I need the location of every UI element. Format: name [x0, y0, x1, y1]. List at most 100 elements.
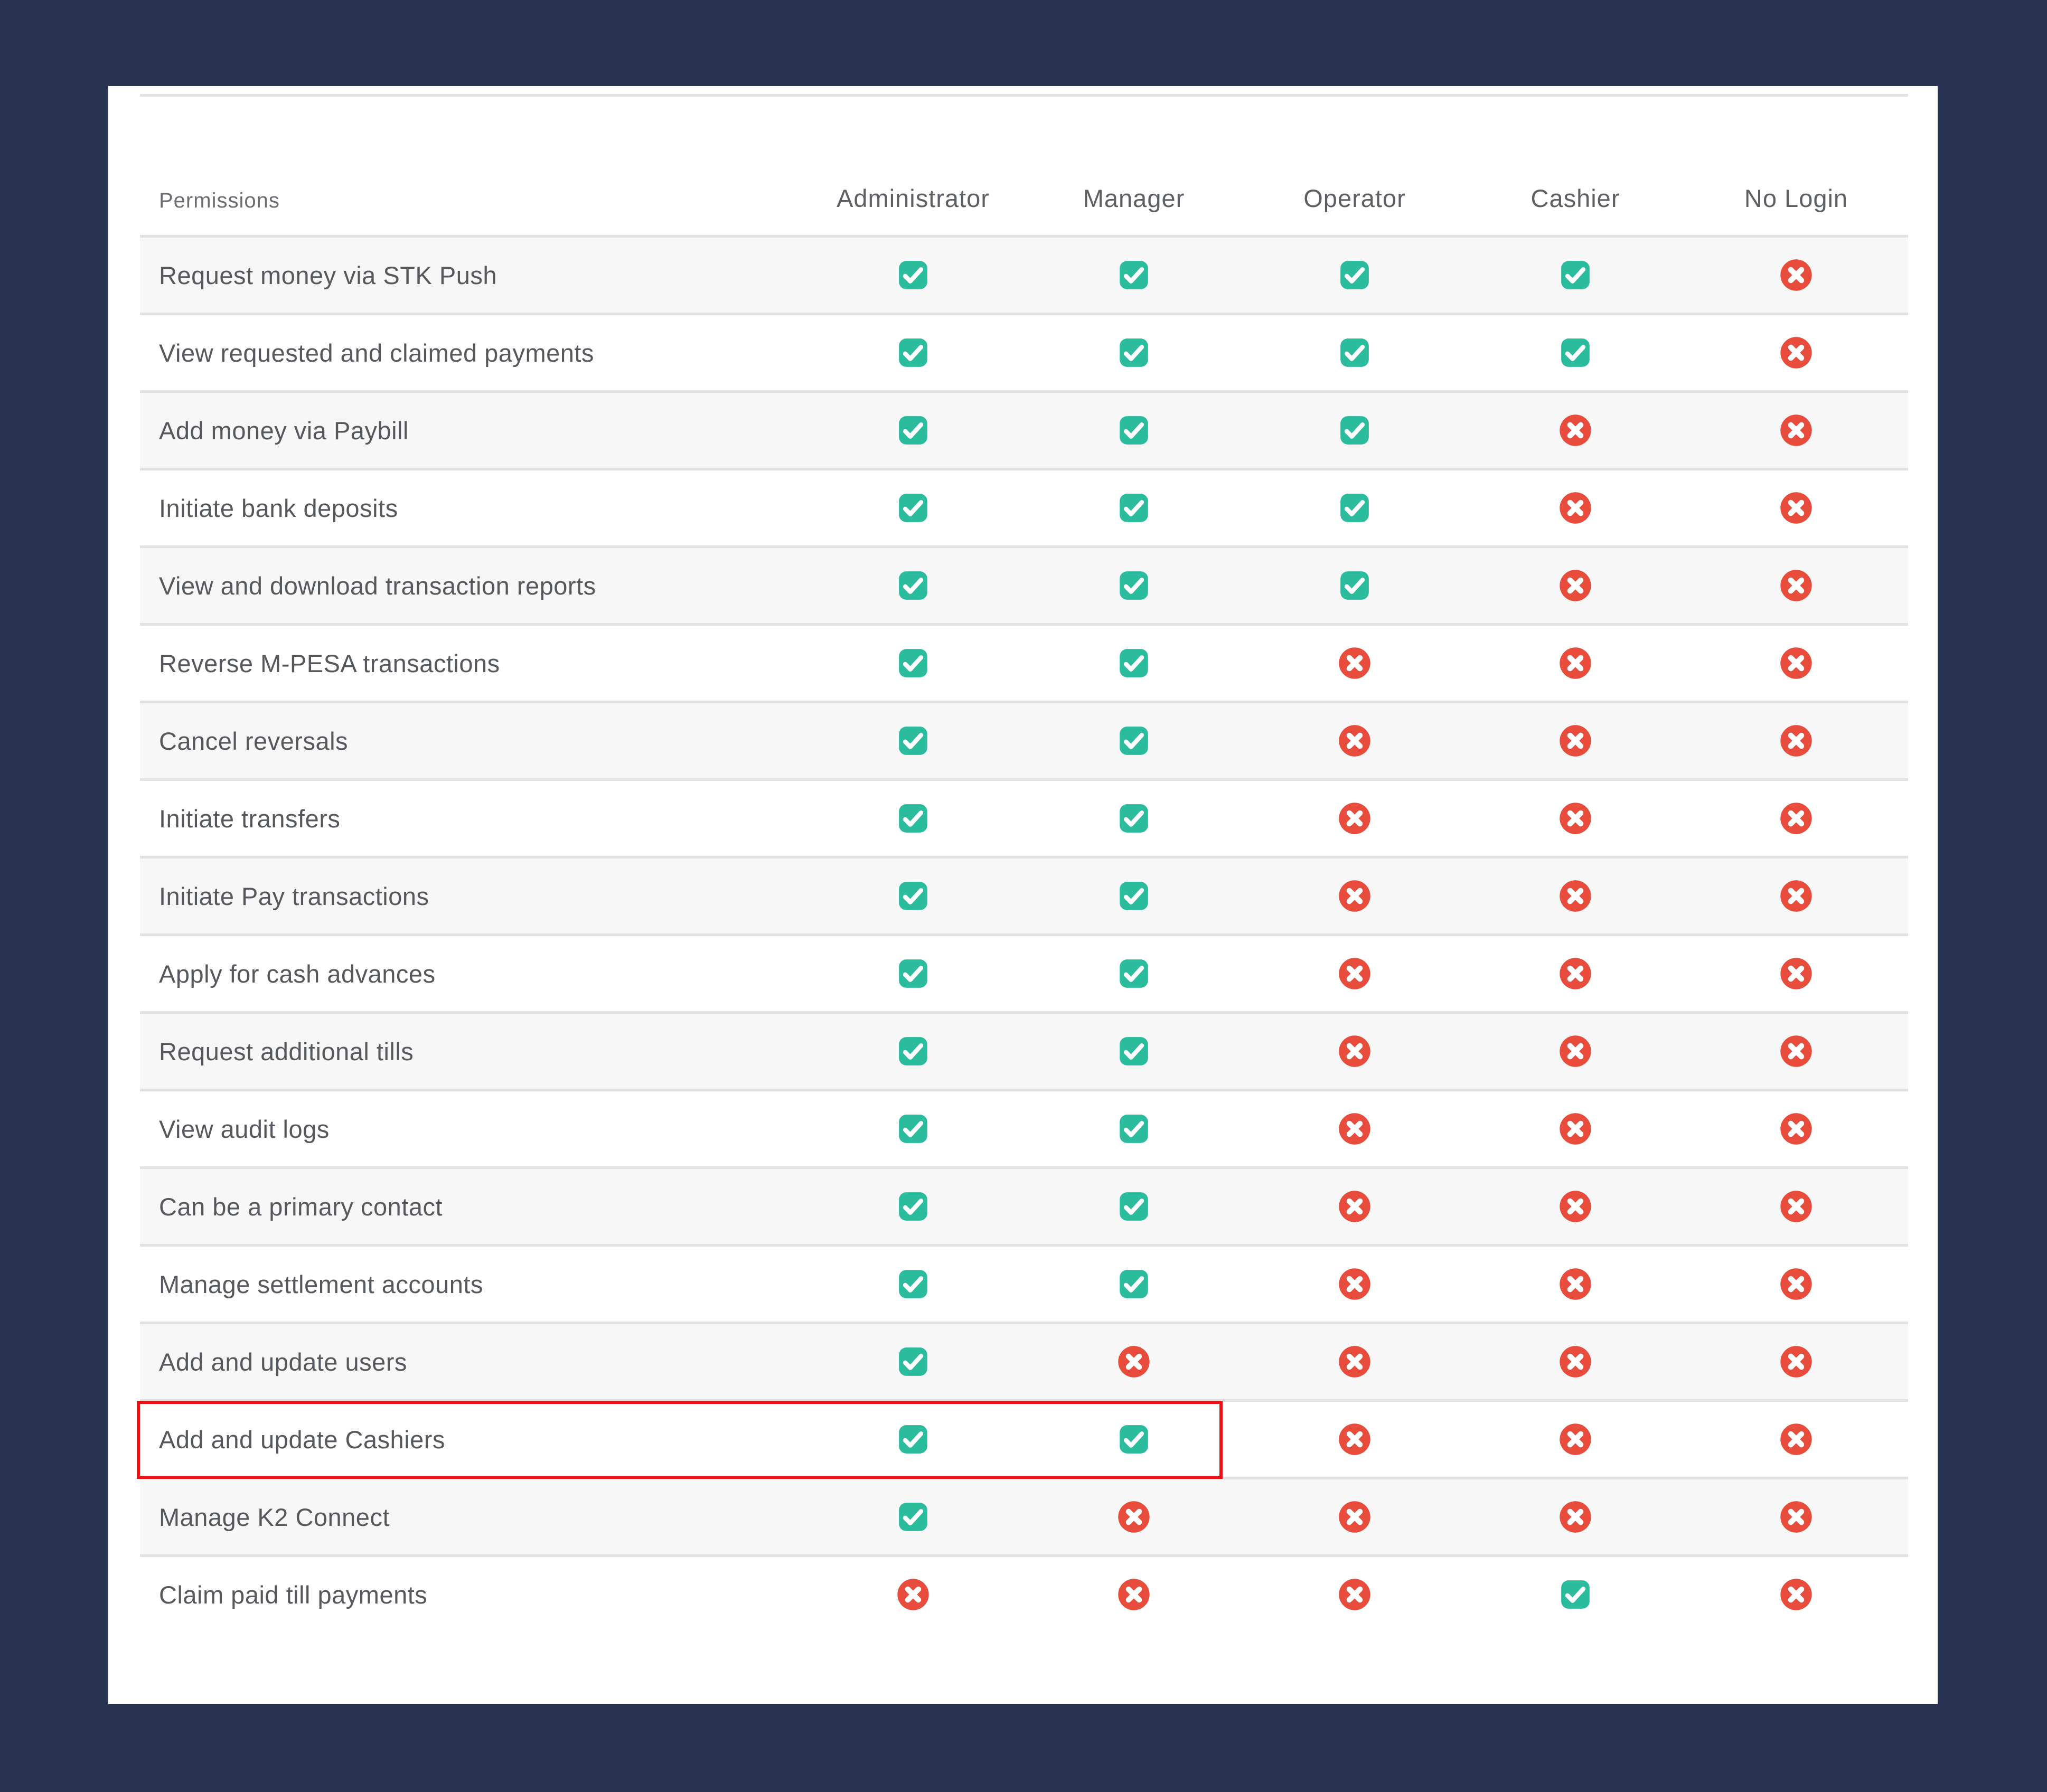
permission-row-label: View and download transaction reports — [159, 571, 596, 600]
permission-denied-cell — [1686, 1423, 1907, 1456]
cross-icon — [1560, 492, 1591, 524]
check-icon — [1120, 1425, 1148, 1454]
permission-denied-cell — [1244, 1578, 1465, 1611]
cross-icon — [1339, 647, 1370, 679]
permission-granted-cell — [803, 1425, 1024, 1454]
permission-denied-cell — [1465, 802, 1686, 835]
check-icon — [899, 416, 927, 445]
column-header-operator: Operator — [1303, 184, 1406, 212]
permission-denied-cell — [1465, 1190, 1686, 1223]
check-icon — [899, 1425, 927, 1454]
check-icon — [1120, 338, 1148, 367]
cross-icon — [1780, 1579, 1812, 1610]
permission-row-label: Reverse M-PESA transactions — [159, 649, 500, 677]
permission-granted-cell — [803, 416, 1024, 445]
permission-granted-cell — [1465, 1580, 1686, 1609]
cross-icon — [1339, 803, 1370, 834]
cross-icon — [1560, 1268, 1591, 1300]
permission-granted-cell — [1024, 416, 1244, 445]
cross-icon — [1339, 1035, 1370, 1067]
permission-denied-cell — [1244, 724, 1465, 757]
cross-icon — [1560, 803, 1591, 834]
permission-row-label: View requested and claimed payments — [159, 338, 594, 367]
check-icon — [899, 804, 927, 833]
permission-denied-cell — [1244, 1035, 1465, 1068]
check-icon — [1120, 727, 1148, 755]
table-header-row: Permissions Administrator Manager Operator… — [140, 97, 1908, 235]
cross-icon — [1560, 1346, 1591, 1378]
table-row: View audit logs — [140, 1089, 1908, 1166]
cross-icon — [1780, 647, 1812, 679]
check-icon — [899, 261, 927, 289]
cross-icon — [1780, 337, 1812, 369]
permission-granted-cell — [803, 1269, 1024, 1299]
table-row: Add and update Cashiers — [137, 1399, 1908, 1479]
permission-granted-cell — [803, 1347, 1024, 1376]
table-row: Claim paid till payments — [140, 1554, 1908, 1632]
check-icon — [1561, 338, 1590, 367]
permission-granted-cell — [803, 1502, 1024, 1532]
permission-denied-cell — [1686, 802, 1907, 835]
cross-icon — [1780, 259, 1812, 291]
check-icon — [899, 959, 927, 988]
permission-denied-cell — [1244, 1345, 1465, 1378]
table-body: Request money via STK Push View requested… — [137, 235, 1908, 1632]
cross-icon — [1780, 1035, 1812, 1067]
permission-denied-cell — [1244, 647, 1465, 680]
cross-icon — [1780, 1268, 1812, 1300]
permission-row-label: Add and update Cashiers — [159, 1425, 445, 1454]
permission-denied-cell — [1686, 957, 1907, 990]
cross-icon — [897, 1579, 929, 1610]
permission-granted-cell — [803, 1114, 1024, 1144]
check-icon — [899, 1347, 927, 1376]
cross-icon — [1560, 1113, 1591, 1145]
cross-icon — [1118, 1501, 1150, 1533]
permission-denied-cell — [1686, 647, 1907, 680]
check-icon — [1120, 1115, 1148, 1143]
cross-icon — [1780, 880, 1812, 912]
cross-icon — [1560, 1501, 1591, 1533]
check-icon — [1340, 338, 1369, 367]
permission-denied-cell — [1465, 957, 1686, 990]
table-row: Add money via Paybill — [140, 390, 1908, 468]
check-icon — [1120, 1037, 1148, 1065]
permission-granted-cell — [1465, 260, 1686, 290]
permission-denied-cell — [1465, 880, 1686, 912]
check-icon — [1120, 261, 1148, 289]
check-icon — [1340, 261, 1369, 289]
permission-row-label: Manage settlement accounts — [159, 1270, 483, 1298]
permission-denied-cell — [1024, 1578, 1244, 1611]
permission-denied-cell — [1465, 492, 1686, 524]
permission-row-label: Initiate transfers — [159, 804, 341, 833]
cross-icon — [1339, 1501, 1370, 1533]
table-top-divider — [140, 94, 1908, 97]
cross-icon — [1118, 1579, 1150, 1610]
permission-denied-cell — [1465, 414, 1686, 447]
permission-granted-cell — [1244, 338, 1465, 367]
table-row: Request money via STK Push — [140, 235, 1908, 313]
check-icon — [899, 1115, 927, 1143]
permission-denied-cell — [1686, 1268, 1907, 1300]
permission-granted-cell — [1024, 648, 1244, 678]
cross-icon — [1780, 1191, 1812, 1222]
permission-granted-cell — [1465, 338, 1686, 367]
permission-denied-cell — [1465, 1501, 1686, 1533]
check-icon — [899, 882, 927, 910]
permission-denied-cell — [1244, 1190, 1465, 1223]
table-row: Cancel reversals — [140, 701, 1908, 778]
permission-granted-cell — [1024, 804, 1244, 833]
permission-granted-cell — [1024, 881, 1244, 911]
permission-granted-cell — [1244, 260, 1465, 290]
check-icon — [899, 571, 927, 600]
cross-icon — [1339, 1579, 1370, 1610]
cross-icon — [1339, 725, 1370, 757]
permission-denied-cell — [1465, 1345, 1686, 1378]
cross-icon — [1339, 880, 1370, 912]
permission-granted-cell — [1024, 1269, 1244, 1299]
cross-icon — [1560, 414, 1591, 446]
cross-icon — [1780, 958, 1812, 989]
permission-row-label: Request additional tills — [159, 1037, 414, 1065]
permission-denied-cell — [1686, 336, 1907, 369]
permission-granted-cell — [803, 1192, 1024, 1221]
